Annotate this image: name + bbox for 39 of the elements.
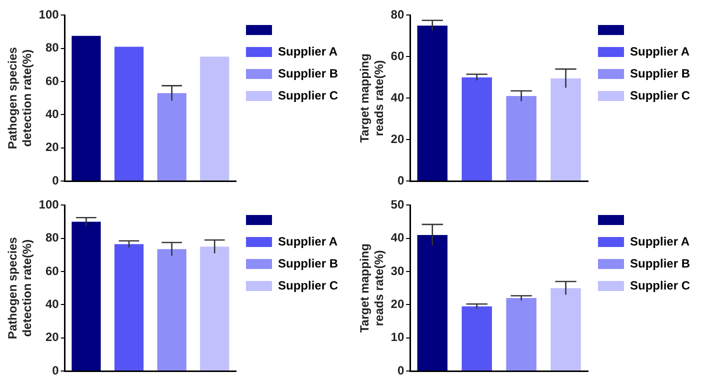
legend-label: Supplier C bbox=[630, 88, 690, 102]
y-tick-label: 20 bbox=[390, 132, 404, 146]
y-tick-label: 0 bbox=[52, 173, 60, 188]
legend-label: Supplier C bbox=[630, 278, 690, 292]
y-tick-label: 40 bbox=[390, 90, 404, 104]
y-tick-label: 40 bbox=[390, 230, 404, 245]
y-axis-title: Pathogen species detection rate(%) bbox=[6, 46, 34, 150]
legend-label: Supplier B bbox=[278, 256, 338, 270]
y-tick-label: 40 bbox=[45, 296, 60, 311]
y-axis-title: Target mapping reads rate(%) bbox=[358, 54, 386, 143]
legend-label: Supplier C bbox=[278, 88, 338, 102]
y-tick-label: 100 bbox=[38, 8, 60, 22]
legend-label: Supplier A bbox=[278, 234, 338, 248]
y-tick-label: 30 bbox=[390, 264, 404, 278]
y-tick-label: 100 bbox=[38, 198, 60, 212]
y-tick-label: 80 bbox=[45, 40, 60, 55]
legend-label: Supplier B bbox=[278, 66, 338, 80]
y-tick-label: 50 bbox=[390, 198, 404, 212]
y-tick-label: 0 bbox=[397, 363, 404, 378]
legend-label: Supplier C bbox=[278, 278, 338, 292]
legend-label: Supplier A bbox=[630, 44, 690, 58]
y-tick-label: 10 bbox=[390, 330, 404, 344]
y-tick-label: 20 bbox=[390, 296, 404, 311]
legend-label: Supplier A bbox=[278, 44, 338, 58]
y-tick-label: 60 bbox=[390, 48, 404, 63]
y-tick-label: 0 bbox=[52, 363, 60, 378]
y-tick-label: 0 bbox=[397, 173, 404, 188]
legend-label: Supplier B bbox=[630, 66, 690, 80]
y-tick-label: 80 bbox=[45, 230, 60, 245]
y-axis-title: Target mapping reads rate(%) bbox=[358, 244, 386, 333]
y-tick-label: 20 bbox=[45, 330, 60, 344]
y-tick-label: 60 bbox=[45, 74, 60, 88]
y-tick-label: 60 bbox=[45, 264, 60, 278]
y-tick-label: 20 bbox=[45, 140, 60, 154]
legend-label: Supplier A bbox=[630, 234, 690, 248]
legend-label: Supplier B bbox=[630, 256, 690, 270]
y-axis-title: Pathogen species detection rate(%) bbox=[6, 236, 34, 340]
y-tick-label: 80 bbox=[390, 8, 404, 22]
y-tick-label: 40 bbox=[45, 106, 60, 121]
